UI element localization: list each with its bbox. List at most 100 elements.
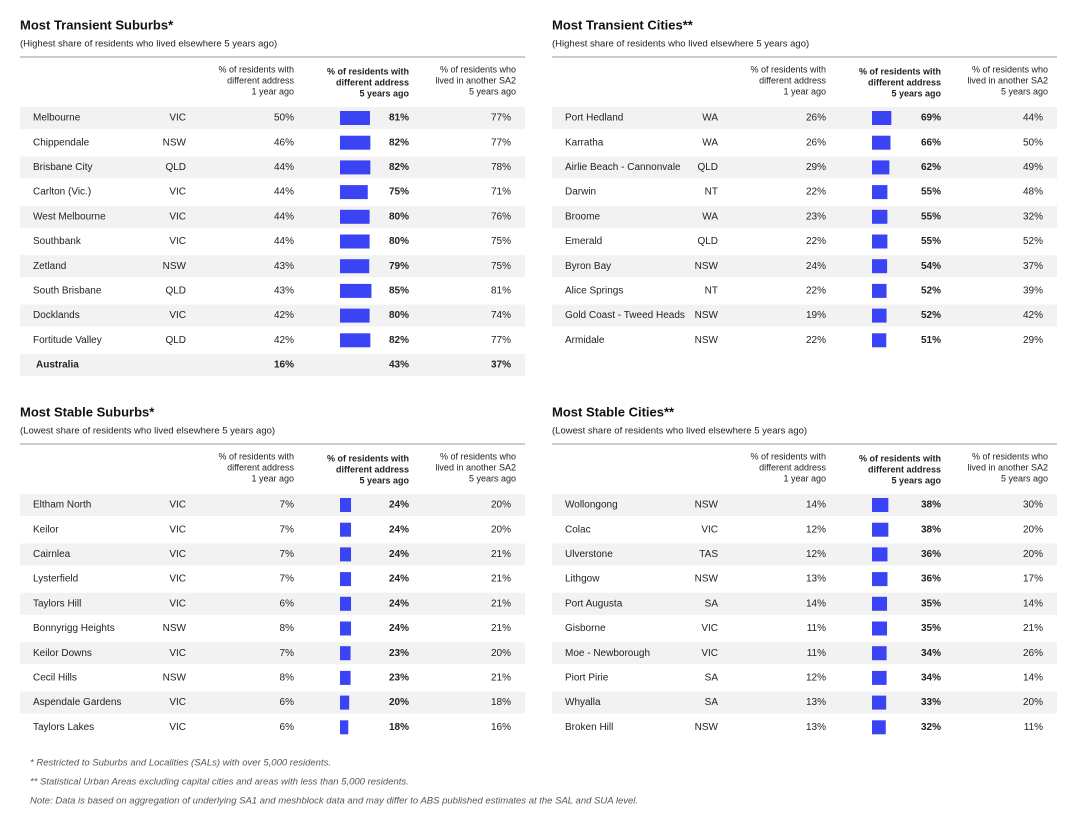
state: QLD xyxy=(165,286,186,297)
sa2-share: 21% xyxy=(491,598,511,609)
area-name: Whyalla xyxy=(565,697,601,708)
column-header: different address xyxy=(868,77,941,87)
five-year-share: 38% xyxy=(921,524,941,535)
sa2-share: 30% xyxy=(1023,500,1043,511)
area-name: Gisborne xyxy=(565,623,606,634)
area-name: Cecil Hills xyxy=(33,673,77,684)
share-bar xyxy=(340,333,371,348)
one-year-share: 8% xyxy=(280,673,295,684)
table-title: Most Transient Cities** xyxy=(552,17,694,32)
sa2-share: 20% xyxy=(491,648,511,659)
area-name: Bonnyrigg Heights xyxy=(33,623,115,634)
column-header: % of residents with xyxy=(859,66,941,76)
area-name: Moe - Newborough xyxy=(565,648,650,659)
area-name: Eltham North xyxy=(33,500,91,511)
sa2-share: 42% xyxy=(1023,310,1043,321)
area-name: Brisbane City xyxy=(33,162,92,173)
state: NSW xyxy=(695,335,719,346)
five-year-share: 24% xyxy=(389,623,409,634)
share-bar xyxy=(872,547,888,562)
area-name: Byron Bay xyxy=(565,261,611,272)
share-bar xyxy=(872,209,888,224)
five-year-share: 24% xyxy=(389,598,409,609)
table-subtitle: (Highest share of residents who lived el… xyxy=(552,39,809,50)
column-header: % of residents with xyxy=(750,451,826,461)
column-header: different address xyxy=(759,75,826,85)
five-year-share: 34% xyxy=(921,648,941,659)
area-name: Chippendale xyxy=(33,137,90,148)
state: VIC xyxy=(169,697,186,708)
one-year-share: 46% xyxy=(274,137,294,148)
row-band xyxy=(552,205,1057,228)
column-header: different address xyxy=(227,75,294,85)
table-subtitle: (Lowest share of residents who lived els… xyxy=(552,426,807,437)
one-year-share: 8% xyxy=(280,623,295,634)
five-year-share: 55% xyxy=(921,187,941,198)
state: QLD xyxy=(697,236,718,247)
area-name: Taylors Hill xyxy=(33,598,81,609)
sa2-share: 21% xyxy=(491,623,511,634)
sa2-share: 77% xyxy=(491,137,511,148)
row-band xyxy=(20,494,525,516)
share-bar xyxy=(872,111,892,125)
sa2-share: 21% xyxy=(491,673,511,684)
column-header: % of residents who xyxy=(972,64,1048,74)
share-bar xyxy=(340,547,352,562)
column-header: % of residents with xyxy=(218,64,294,74)
share-bar xyxy=(872,596,888,611)
one-year-share: 7% xyxy=(280,500,295,511)
share-bar xyxy=(340,522,352,537)
share-bar xyxy=(340,596,352,611)
table-title: Most Stable Cities** xyxy=(552,404,675,419)
one-year-share: 14% xyxy=(806,598,826,609)
column-header: 5 years ago xyxy=(359,88,409,98)
footnote: ** Statistical Urban Areas excluding cap… xyxy=(30,777,409,788)
share-bar xyxy=(872,572,888,587)
row-band xyxy=(20,691,525,714)
five-year-share: 33% xyxy=(921,697,941,708)
sa2-share: 32% xyxy=(1023,211,1043,222)
column-header: 1 year ago xyxy=(251,473,294,483)
sa2-share: 16% xyxy=(491,722,511,733)
row-band xyxy=(20,642,525,665)
share-bar xyxy=(872,695,887,710)
sa2-share: 48% xyxy=(1023,187,1043,198)
sa2-share: 21% xyxy=(491,549,511,560)
one-year-share: 22% xyxy=(806,187,826,198)
area-name: Emerald xyxy=(565,236,602,247)
row-band xyxy=(20,543,525,566)
share-bar xyxy=(340,695,350,710)
one-year-share: 6% xyxy=(280,722,295,733)
state: NT xyxy=(705,187,718,198)
table-subtitle: (Lowest share of residents who lived els… xyxy=(20,426,275,437)
five-year-share: 54% xyxy=(921,261,941,272)
state: VIC xyxy=(701,623,718,634)
column-header: 1 year ago xyxy=(783,473,826,483)
column-header: % of residents who xyxy=(440,64,516,74)
five-year-share: 82% xyxy=(389,137,409,148)
state: VIC xyxy=(169,310,186,321)
state: VIC xyxy=(701,524,718,535)
row-band xyxy=(552,592,1057,615)
one-year-share: 19% xyxy=(806,310,826,321)
state: NSW xyxy=(695,574,719,585)
area-name: Broken Hill xyxy=(565,722,613,733)
one-year-share: 22% xyxy=(806,236,826,247)
area-name: Docklands xyxy=(33,310,80,321)
state: VIC xyxy=(169,211,186,222)
footnote: Note: Data is based on aggregation of un… xyxy=(30,796,638,807)
area-name: Lithgow xyxy=(565,574,600,585)
one-year-share: 22% xyxy=(806,335,826,346)
one-year-share: 22% xyxy=(806,286,826,297)
column-header: % of residents with xyxy=(218,451,294,461)
five-year-share: 24% xyxy=(389,549,409,560)
total-name: Australia xyxy=(36,360,79,371)
share-bar xyxy=(340,259,370,274)
five-year-share: 79% xyxy=(389,261,409,272)
state: VIC xyxy=(701,648,718,659)
one-year-share: 12% xyxy=(806,673,826,684)
row-band xyxy=(20,255,525,278)
row-band xyxy=(552,691,1057,714)
column-header: different address xyxy=(336,464,409,474)
